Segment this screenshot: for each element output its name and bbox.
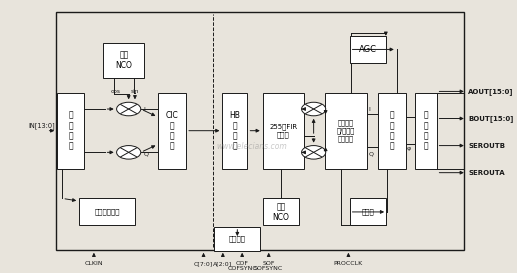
- Text: BOUT[15:0]: BOUT[15:0]: [468, 115, 513, 122]
- Bar: [349, 198, 386, 225]
- Bar: [378, 93, 406, 169]
- Text: φ: φ: [407, 146, 411, 151]
- Text: SEROUTB: SEROUTB: [468, 143, 505, 149]
- Text: AOUT[15:0]: AOUT[15:0]: [468, 88, 514, 95]
- Text: A[2:0]: A[2:0]: [214, 261, 233, 266]
- Bar: [79, 198, 135, 225]
- Bar: [56, 11, 464, 250]
- Bar: [349, 36, 386, 63]
- Text: 控制接口: 控制接口: [229, 236, 246, 242]
- Text: www.elecians.com: www.elecians.com: [217, 143, 287, 152]
- Circle shape: [117, 102, 141, 116]
- Circle shape: [301, 102, 326, 116]
- Text: I: I: [143, 106, 145, 112]
- Text: 255阶FIR
滤波器: 255阶FIR 滤波器: [269, 124, 297, 138]
- Text: PROCCLK: PROCCLK: [334, 261, 363, 266]
- Text: CLKIN: CLKIN: [85, 261, 103, 266]
- Text: 输入电平检测: 输入电平检测: [94, 209, 120, 215]
- Text: IN[13:0]: IN[13:0]: [29, 122, 55, 129]
- Text: 坐
标
变
换: 坐 标 变 换: [389, 111, 394, 151]
- Text: CIC
滤
波
器: CIC 滤 波 器: [166, 111, 178, 151]
- Bar: [263, 93, 303, 169]
- Text: SOF: SOF: [263, 261, 275, 266]
- Text: I: I: [368, 106, 370, 112]
- Text: cos: cos: [110, 89, 120, 94]
- Bar: [415, 93, 436, 169]
- Text: 多相滤波
器/插值半
带滤波器: 多相滤波 器/插值半 带滤波器: [337, 120, 355, 142]
- Text: HB
滤
波
器: HB 滤 波 器: [230, 111, 240, 151]
- Bar: [57, 93, 84, 169]
- Bar: [158, 93, 186, 169]
- Bar: [222, 93, 248, 169]
- Text: C[7:0]: C[7:0]: [194, 261, 213, 266]
- Text: COF: COF: [236, 261, 249, 266]
- Text: 正弦
NCO: 正弦 NCO: [272, 202, 289, 222]
- Text: Q: Q: [143, 151, 148, 156]
- Circle shape: [117, 146, 141, 159]
- Text: SEROUTA: SEROUTA: [468, 170, 505, 176]
- Text: 输
出
单
元: 输 出 单 元: [423, 111, 428, 151]
- Text: Q: Q: [368, 151, 373, 156]
- Text: 输
入
单
元: 输 入 单 元: [68, 111, 73, 151]
- Text: COFSYNC: COFSYNC: [227, 266, 257, 271]
- Bar: [103, 43, 144, 78]
- Circle shape: [301, 146, 326, 159]
- Text: 鉴频器: 鉴频器: [361, 209, 374, 215]
- Text: 载波
NCO: 载波 NCO: [115, 51, 132, 70]
- Text: SOFSYNC: SOFSYNC: [254, 266, 283, 271]
- Text: AGC: AGC: [359, 45, 377, 54]
- Bar: [326, 93, 367, 169]
- Bar: [215, 227, 260, 251]
- Text: sin: sin: [131, 89, 139, 94]
- Bar: [263, 198, 299, 225]
